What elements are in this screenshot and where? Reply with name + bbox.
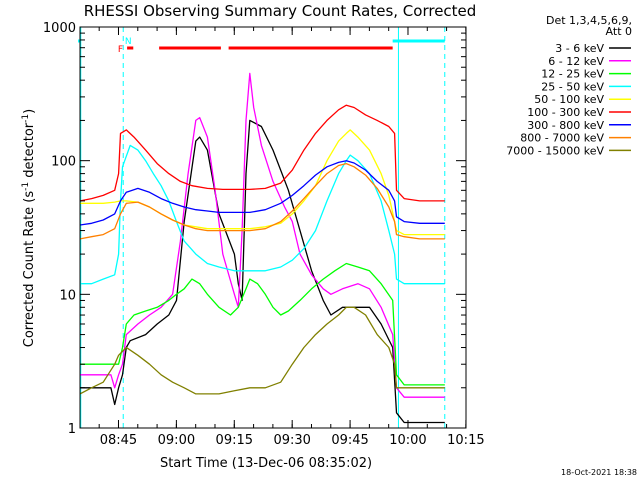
legend-label-7: 800 - 7000 keV	[520, 132, 604, 145]
y-axis-label-sup1: -1	[21, 182, 31, 191]
series-line-2	[80, 262, 445, 386]
footer-timestamp: 18-Oct-2021 18:38	[561, 468, 637, 477]
y-axis-label: Corrected Count Rate (s-1 detector-1)	[21, 109, 37, 347]
x-tick-label: 10:15	[447, 433, 484, 448]
flag-n: N	[125, 37, 132, 47]
y-tick-label: 1000	[43, 21, 76, 36]
legend-label-1: 6 - 12 keV	[548, 55, 604, 68]
y-tick-label: 10	[59, 288, 76, 303]
x-tick-label: 10:00	[389, 433, 426, 448]
y-axis-label-main: Corrected Count Rate (s	[22, 191, 37, 348]
legend-label-8: 7000 - 15000 keV	[506, 144, 604, 157]
legend-header-line-0: Det 1,3,4,5,6,9,	[546, 14, 632, 27]
series-line-8	[80, 306, 445, 395]
x-axis-label: Start Time (13-Dec-06 08:35:02)	[160, 456, 372, 471]
series-line-0	[80, 119, 445, 424]
legend-label-0: 3 - 6 keV	[555, 42, 604, 55]
legend-label-6: 300 - 800 keV	[527, 119, 604, 132]
y-axis-label-mid: detector	[22, 122, 37, 182]
legend-label-5: 100 - 300 keV	[527, 106, 604, 119]
x-tick-label: 09:00	[158, 433, 195, 448]
legend-header: Det 1,3,4,5,6,9,Att 0	[546, 14, 632, 38]
x-tick-label: 09:15	[216, 433, 253, 448]
series-line-3	[80, 144, 445, 285]
x-axis: 08:45 09:00 09:15 09:30 09:45 10:00 10:15	[98, 27, 485, 448]
y-axis: 1 10 100 1000	[43, 21, 466, 437]
y-tick-label: 1	[68, 422, 76, 437]
y-axis-label-end: )	[22, 109, 37, 114]
legend-label-2: 12 - 25 keV	[541, 68, 604, 81]
x-tick-label: 08:45	[100, 433, 137, 448]
legend-label-4: 50 - 100 keV	[534, 93, 604, 106]
y-tick-label: 100	[51, 155, 76, 170]
plot-frame	[79, 26, 467, 429]
x-tick-label: 09:30	[273, 433, 310, 448]
legend-label-3: 25 - 50 keV	[541, 80, 604, 93]
series-line-4	[80, 129, 445, 236]
series-line-6	[80, 160, 445, 226]
series-layer	[80, 72, 445, 424]
chart-title: RHESSI Observing Summary Count Rates, Co…	[84, 2, 477, 20]
legend-header-line-1: Att 0	[606, 25, 632, 38]
y-axis-label-sup2: -1	[21, 114, 31, 123]
x-tick-label: 09:45	[331, 433, 368, 448]
flag-f: F	[118, 45, 123, 55]
series-line-7	[80, 162, 445, 240]
series-line-5	[80, 104, 445, 202]
